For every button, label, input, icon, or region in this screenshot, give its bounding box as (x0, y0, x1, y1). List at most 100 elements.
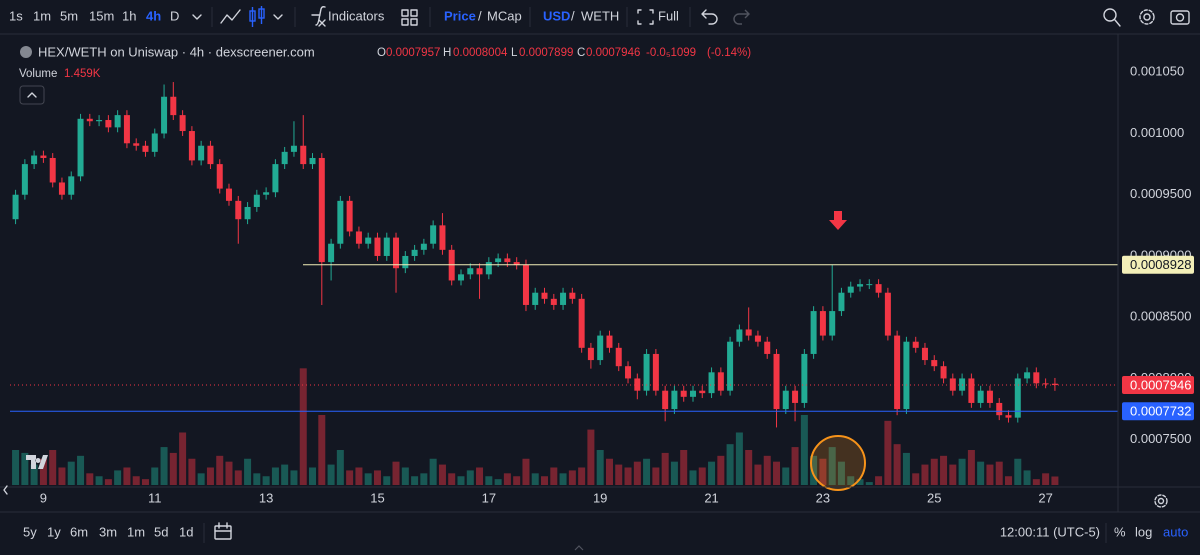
candle-body (457, 274, 464, 281)
volume-bar (438, 464, 446, 485)
volume-bar (735, 432, 743, 485)
candle-body (699, 390, 706, 394)
change: -0.0₅1099 (646, 47, 696, 59)
interval[interactable]: D (170, 8, 179, 23)
dropdown-icon[interactable] (273, 14, 283, 20)
volume-bar (39, 458, 47, 485)
arrow-marker (829, 211, 847, 230)
volume-bar (522, 458, 530, 485)
candle-body (309, 157, 316, 165)
full-button[interactable]: Full (658, 8, 679, 23)
range-button[interactable]: 1d (179, 524, 193, 539)
interval[interactable]: 4h (146, 8, 161, 23)
undo-icon[interactable] (701, 9, 718, 25)
axis-settings-icon[interactable] (1154, 494, 1168, 508)
y-tick-label: 0.0009500 (1130, 186, 1191, 201)
candle-body (207, 145, 214, 165)
candle-body (235, 200, 242, 220)
settings-icon[interactable] (1139, 9, 1155, 25)
goto-date-icon[interactable] (214, 522, 232, 540)
chart-title: HEX/WETH on Uniswap · 4h · dexscreener.c… (38, 44, 315, 59)
interval[interactable]: 5m (60, 8, 78, 23)
volume-bar (958, 458, 966, 485)
volume-bar (689, 470, 697, 485)
volume-bar (949, 464, 957, 485)
percent-toggle[interactable]: % (1114, 524, 1126, 539)
volume-bar (912, 473, 920, 485)
candle-body (1005, 415, 1012, 418)
range-button[interactable]: 5d (154, 524, 168, 539)
volume-bar (643, 458, 651, 485)
candle-body (328, 243, 335, 263)
collapse-button[interactable] (19, 85, 45, 105)
candle-body (894, 335, 901, 410)
volume-bar (271, 467, 279, 485)
redo-icon[interactable] (733, 9, 750, 25)
volume-bar (1014, 458, 1022, 485)
candle-body (467, 268, 474, 275)
volume-bar (856, 479, 864, 485)
price-toggle[interactable]: Price (444, 8, 476, 23)
volume-bar (995, 461, 1003, 485)
range-button[interactable]: 1y (47, 524, 61, 539)
candle-body (996, 402, 1003, 416)
candle-body (161, 96, 168, 134)
volume-bar (355, 467, 363, 485)
scroll-left[interactable] (3, 485, 8, 495)
ohlc-key: O (377, 47, 386, 59)
volume-bar (206, 467, 214, 485)
candle-body (578, 298, 585, 348)
volume-bar (77, 455, 85, 485)
clock[interactable]: 12:00:11 (UTC-5) (1000, 524, 1100, 539)
candle-body (263, 192, 270, 195)
volume-bar (327, 464, 335, 485)
x-tick-label: 19 (593, 490, 607, 505)
candle-body (346, 200, 353, 232)
ohlc-key: L (511, 47, 518, 59)
volume-bar (290, 470, 298, 485)
candle-body (420, 243, 427, 250)
annotations (810, 211, 866, 491)
log-toggle[interactable]: log (1135, 524, 1152, 539)
candle-icon[interactable] (249, 6, 265, 27)
dropdown-icon[interactable] (192, 14, 202, 20)
range-button[interactable]: 6m (70, 524, 88, 539)
interval[interactable]: 15m (89, 8, 114, 23)
candle-body (133, 143, 140, 146)
volume-bar (782, 467, 790, 485)
interval[interactable]: 1s (9, 8, 23, 23)
mcap-toggle[interactable]: MCap (487, 8, 522, 23)
candle-body (383, 237, 390, 256)
range-button[interactable]: 3m (99, 524, 117, 539)
axis-layer: 91113151719212325270.00075000.00080000.0… (40, 64, 1194, 505)
range-button[interactable]: 5y (23, 524, 37, 539)
ohlc-value: 0.0007946 (586, 47, 640, 59)
candle-body (792, 390, 799, 403)
auto-toggle[interactable]: auto (1163, 524, 1188, 539)
indicators-icon[interactable] (311, 6, 326, 27)
line-chart-icon[interactable] (220, 9, 241, 24)
range-button[interactable]: 1m (127, 524, 145, 539)
camera-icon[interactable] (1170, 10, 1190, 25)
volume-bar (346, 470, 354, 485)
volume-bar (262, 476, 270, 485)
volume-bar (104, 479, 112, 485)
y-tick-label: 0.001050 (1130, 64, 1184, 79)
screenshot-tool-icon[interactable] (1103, 8, 1121, 27)
volume-bar (717, 455, 725, 485)
fullscreen-icon[interactable] (637, 9, 654, 25)
ohlc-key: H (443, 47, 451, 59)
resize-handle[interactable] (574, 545, 584, 551)
usd-toggle[interactable]: USD (543, 8, 570, 23)
weth-toggle[interactable]: WETH (581, 8, 619, 23)
candle-body (225, 188, 232, 201)
interval[interactable]: 1h (122, 8, 136, 23)
candle-body (736, 329, 743, 342)
candle-body (625, 366, 632, 379)
layout-icon[interactable] (401, 9, 418, 26)
interval[interactable]: 1m (33, 8, 51, 23)
indicators-button[interactable]: Indicators (328, 8, 385, 23)
volume-bar (568, 470, 576, 485)
candle-body (690, 390, 697, 397)
